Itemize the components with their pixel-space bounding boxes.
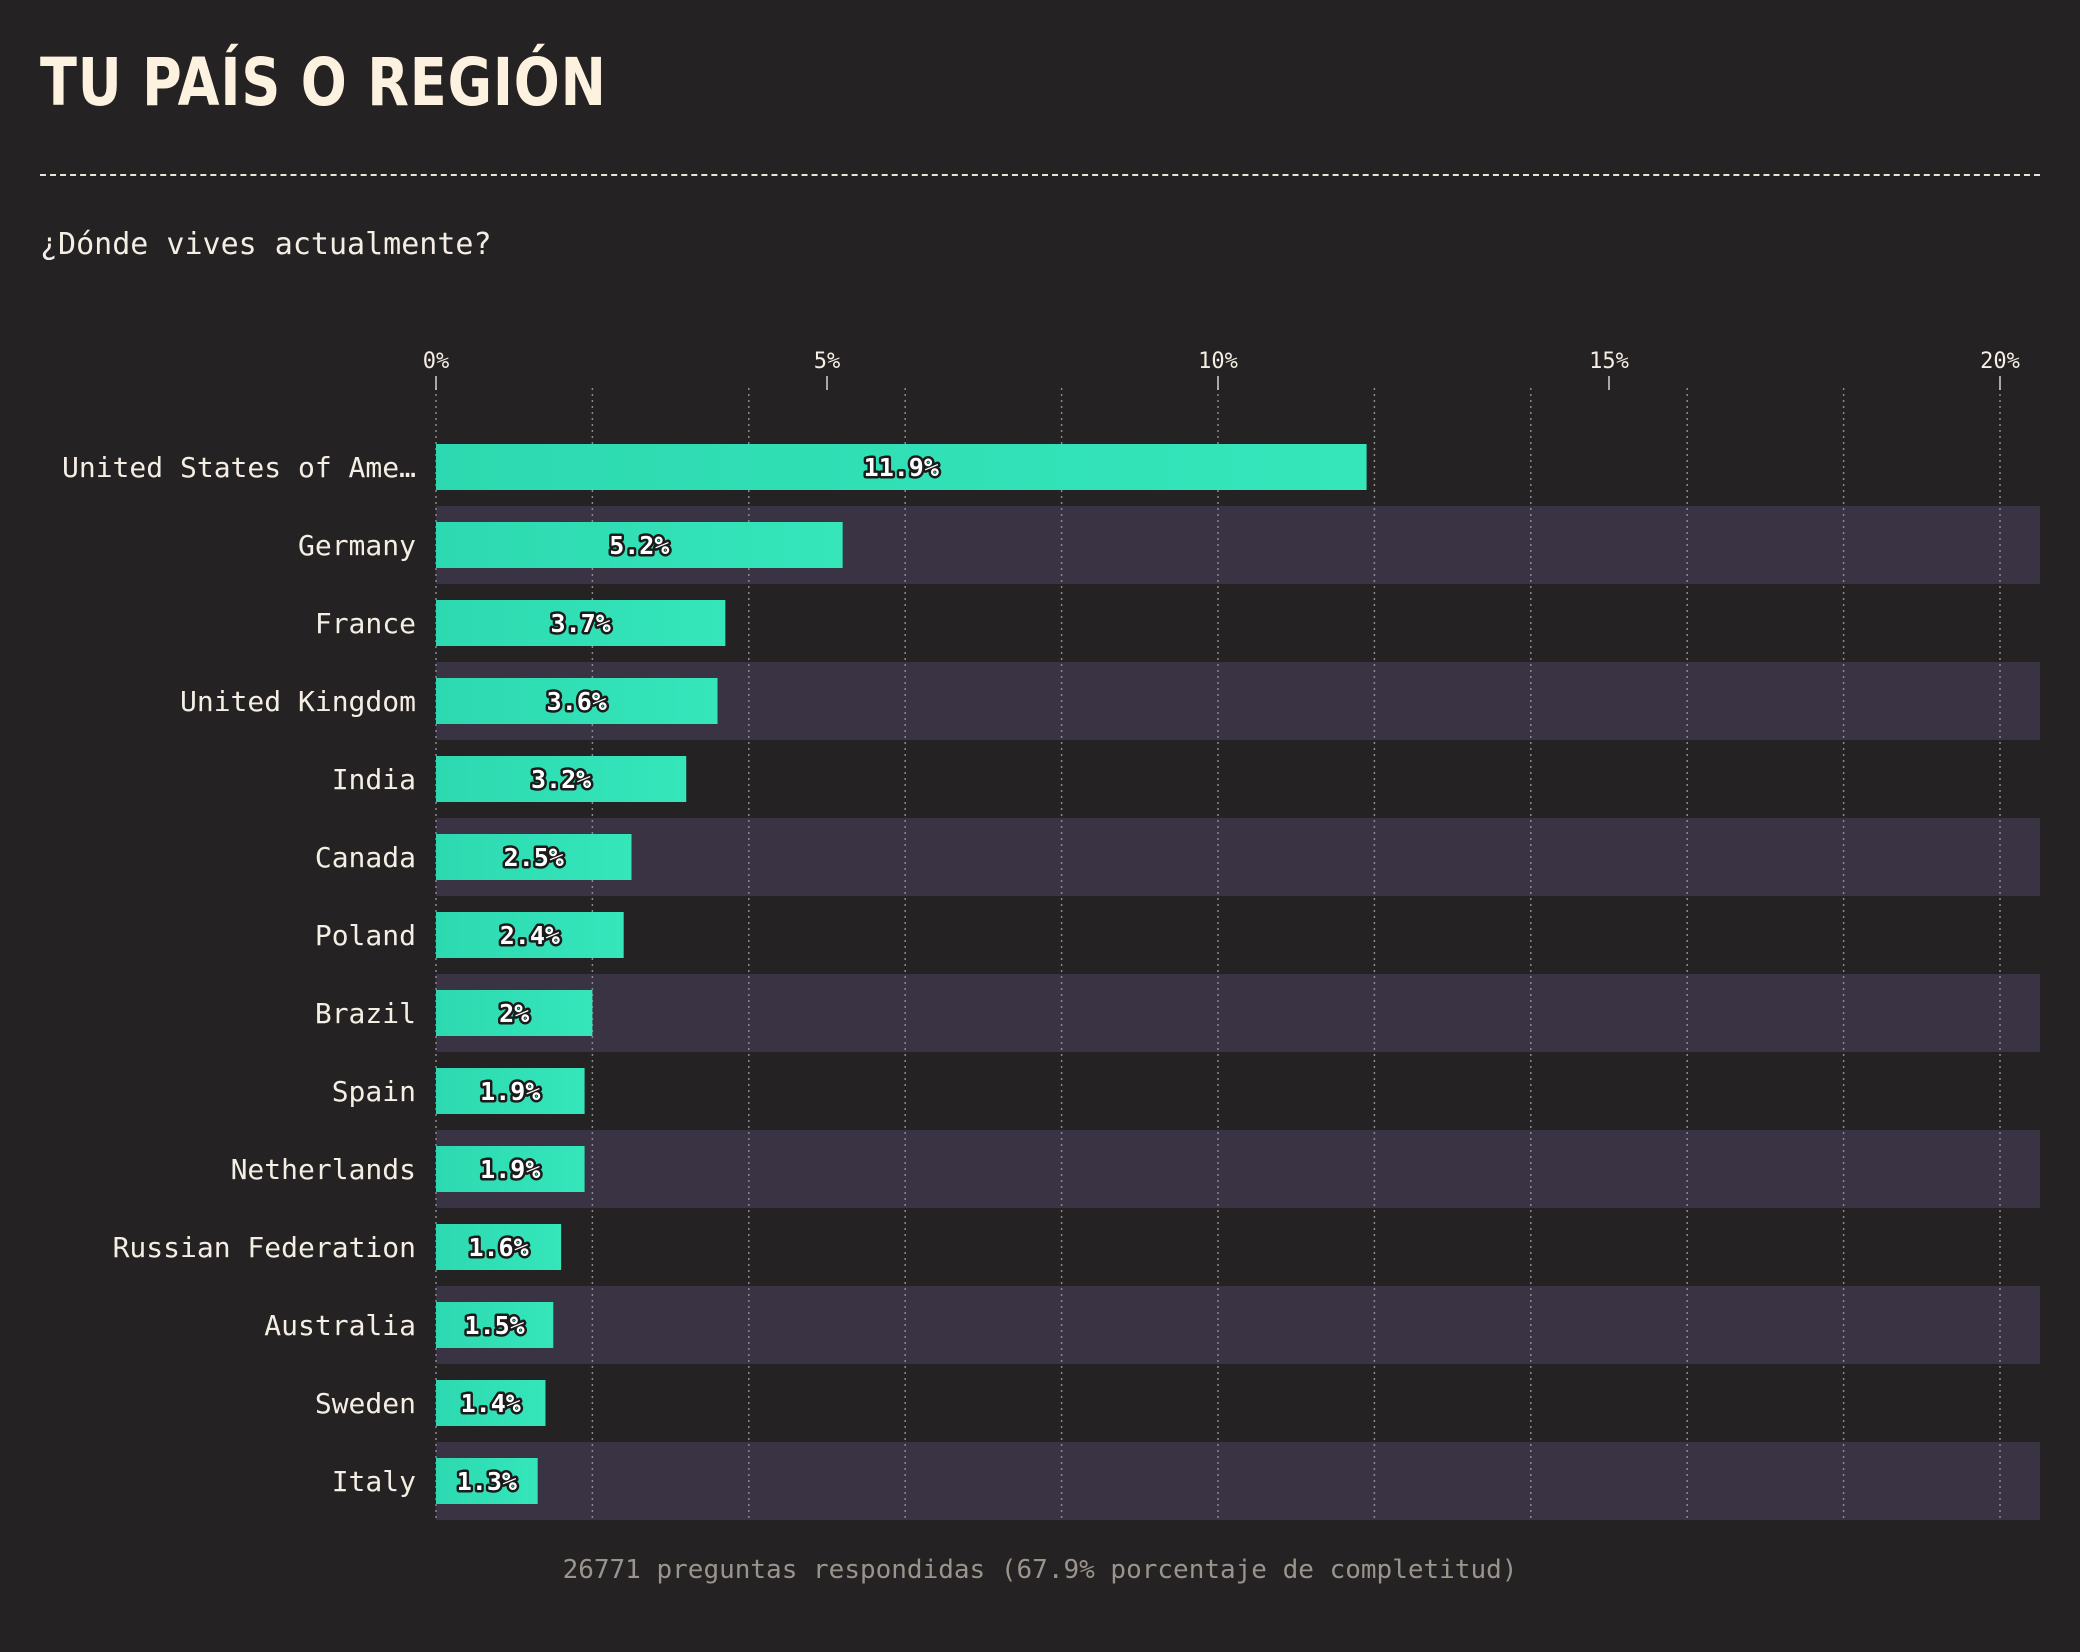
title-divider — [40, 174, 2040, 176]
value-label: 1.5% — [465, 1311, 525, 1340]
value-label: 2.4% — [500, 921, 560, 950]
x-axis: 0% 5% 10% 15% 20% — [423, 349, 2020, 390]
x-tick-label: 15% — [1589, 349, 1629, 374]
category-label: Brazil — [315, 997, 416, 1030]
row-bands — [436, 506, 2040, 1520]
category-label: India — [332, 763, 416, 796]
page-title: TU PAÍS O REGIÓN — [40, 44, 607, 121]
x-tick-label: 10% — [1198, 349, 1238, 374]
bar — [436, 444, 1367, 490]
bar — [436, 1146, 585, 1192]
value-label: 2.5% — [504, 843, 564, 872]
value-label: 11.9% — [864, 453, 939, 482]
bar — [436, 1224, 562, 1270]
response-count-footer: 26771 preguntas respondidas (67.9% porce… — [562, 1555, 1518, 1585]
question-text: ¿Dónde vives actualmente? — [40, 227, 492, 262]
bar — [436, 1458, 538, 1504]
bar — [436, 1302, 554, 1348]
value-label: 1.9% — [480, 1155, 540, 1184]
row-band — [436, 818, 2040, 896]
bar — [436, 990, 593, 1036]
bar — [436, 1068, 585, 1114]
value-label: 3.6% — [547, 687, 607, 716]
value-label: 3.2% — [531, 765, 591, 794]
category-label: Canada — [315, 841, 416, 874]
category-label: France — [315, 607, 416, 640]
x-tick-label: 0% — [423, 349, 450, 374]
category-label: Russian Federation — [113, 1231, 416, 1264]
bar — [436, 834, 632, 880]
row-band — [436, 974, 2040, 1052]
row-band — [436, 1286, 2040, 1364]
value-label: 5.2% — [609, 531, 669, 560]
category-label: Spain — [332, 1075, 416, 1108]
category-label: Sweden — [315, 1387, 416, 1420]
value-labels: 11.9% 5.2% 3.7% 3.6% 3.2% 2.5% 2.4% 2% 1.9% 1.9% 1… — [454, 451, 941, 1499]
category-label: United Kingdom — [180, 685, 416, 718]
category-labels: United States of Ame… Germany France United… — [62, 451, 416, 1498]
x-tick-label: 20% — [1980, 349, 2020, 374]
value-label: 2% — [499, 999, 529, 1028]
bar — [436, 678, 718, 724]
category-label: Poland — [315, 919, 416, 952]
category-label: United States of Ame… — [62, 451, 416, 484]
bar — [436, 1380, 546, 1426]
value-label: 3.7% — [551, 609, 611, 638]
category-label: Germany — [298, 529, 416, 562]
bar — [436, 522, 843, 568]
bar — [436, 912, 624, 958]
bars — [436, 444, 1367, 1504]
category-label: Australia — [264, 1309, 416, 1342]
value-label: 1.6% — [468, 1233, 528, 1262]
bar — [436, 756, 687, 802]
value-label: 1.3% — [457, 1467, 517, 1496]
value-label: 1.9% — [480, 1077, 540, 1106]
bar — [436, 600, 726, 646]
category-label: Italy — [332, 1465, 416, 1498]
bar-chart: 0% 5% 10% 15% 20% United States of Ame… Germa… — [62, 349, 2040, 1520]
row-band — [436, 1130, 2040, 1208]
category-label: Netherlands — [231, 1153, 416, 1186]
x-tick-label: 5% — [814, 349, 841, 374]
value-label: 1.4% — [461, 1389, 521, 1418]
row-band — [436, 1442, 2040, 1520]
